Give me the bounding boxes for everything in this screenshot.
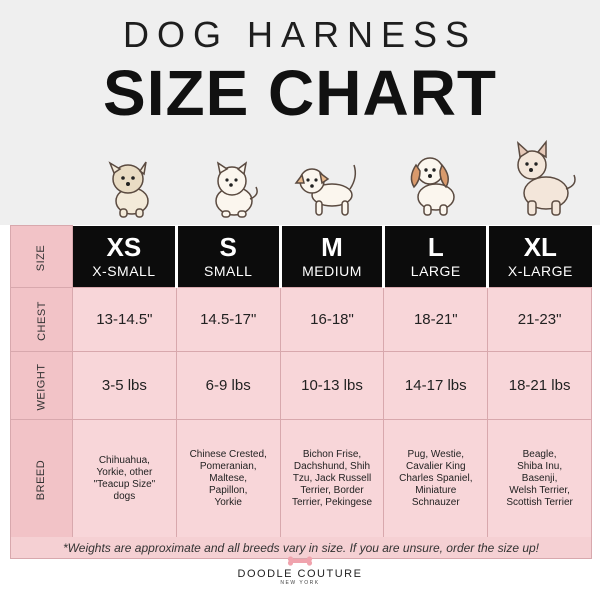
breed-list-l: Pug, Westie, Cavalier King Charles Spaniel… xyxy=(383,419,489,538)
header-band xyxy=(0,0,600,225)
bone-icon xyxy=(287,556,313,566)
shiba-dog-icon xyxy=(516,139,576,216)
row-label-weight: WEIGHT xyxy=(10,351,73,420)
weight-value-xs: 3-5 lbs xyxy=(72,351,177,420)
pomeranian-dog-icon xyxy=(215,161,258,218)
size-row: SIZE XS X-SMALL S SMALL M MEDIUM L LARGE XL X… xyxy=(10,225,592,288)
row-label-breed: BREED xyxy=(10,419,73,538)
chest-value-m: 16-18" xyxy=(279,287,385,352)
size-header-s: S SMALL xyxy=(176,225,282,288)
dog-illustrations xyxy=(72,135,592,225)
row-label-chest: CHEST xyxy=(10,287,73,352)
weight-value-s: 6-9 lbs xyxy=(175,351,281,420)
weight-row: WEIGHT 3-5 lbs 6-9 lbs 10-13 lbs 14-17 l… xyxy=(10,351,592,420)
breed-list-s: Chinese Crested, Pomeranian, Maltese, Papil… xyxy=(175,419,281,538)
size-header-xl: XL X-LARGE xyxy=(487,225,592,288)
title-main: SIZE CHART xyxy=(103,57,497,129)
cavalier-dog-icon xyxy=(410,157,455,216)
row-label-size: SIZE xyxy=(10,225,73,288)
chest-row: CHEST 13-14.5" 14.5-17" 16-18" 18-21" 21… xyxy=(10,287,592,352)
title-top: DOG HARNESS xyxy=(122,14,478,55)
jack-russell-dog-icon xyxy=(294,164,357,216)
size-header-xs: XS X-SMALL xyxy=(72,225,178,288)
brand-location: NEW YORK xyxy=(280,580,320,586)
chest-value-xs: 13-14.5" xyxy=(72,287,177,352)
weight-value-m: 10-13 lbs xyxy=(279,351,385,420)
breed-list-xs: Chihuahua, Yorkie, other "Teacup Size" dogs xyxy=(72,419,177,538)
brand-logo: DOODLE COUTURE NEW YORK xyxy=(0,556,600,586)
yorkie-dog-icon xyxy=(108,161,149,218)
size-chart-table: SIZE XS X-SMALL S SMALL M MEDIUM L LARGE XL X… xyxy=(10,225,592,538)
chest-value-s: 14.5-17" xyxy=(175,287,281,352)
brand-name: DOODLE COUTURE xyxy=(237,568,363,580)
footnote: *Weights are approximate and all breeds … xyxy=(10,537,592,559)
breed-row: BREED Chihuahua, Yorkie, other "Teacup Siz… xyxy=(10,419,592,538)
weight-value-l: 14-17 lbs xyxy=(383,351,489,420)
chest-value-xl: 21-23" xyxy=(487,287,592,352)
breed-list-xl: Beagle, Shiba Inu, Basenji, Welsh Terrier, S… xyxy=(487,419,592,538)
size-header-l: L LARGE xyxy=(383,225,490,288)
breed-list-m: Bichon Frise, Dachshund, Shih Tzu, Jack Ru… xyxy=(279,419,385,538)
chest-value-l: 18-21" xyxy=(383,287,489,352)
size-header-m: M MEDIUM xyxy=(280,225,386,288)
weight-value-xl: 18-21 lbs xyxy=(487,351,592,420)
